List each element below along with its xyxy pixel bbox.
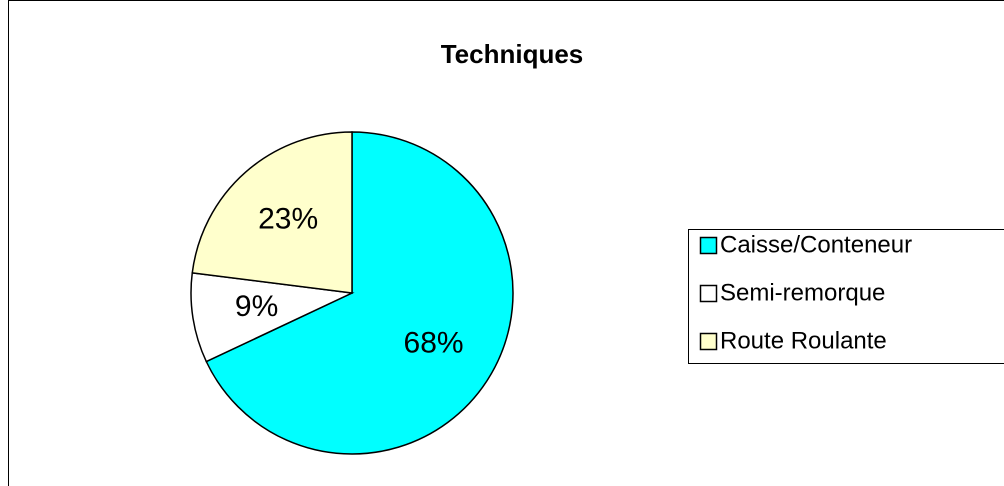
legend-label: Route Roulante bbox=[720, 327, 887, 354]
pie-slice bbox=[205, 131, 514, 455]
pie-slice bbox=[191, 131, 353, 294]
legend-box bbox=[688, 229, 1004, 364]
data-label: 23% bbox=[258, 202, 318, 235]
legend-label: Caisse/Conteneur bbox=[720, 231, 912, 258]
legend-swatch bbox=[699, 332, 718, 351]
legend-swatch bbox=[699, 236, 718, 255]
chart-title: Techniques bbox=[441, 39, 584, 69]
legend-label: Semi-remorque bbox=[720, 279, 885, 306]
pie bbox=[190, 131, 514, 455]
data-label: 9% bbox=[235, 290, 278, 323]
pie-slice bbox=[190, 271, 355, 363]
legend-swatch bbox=[699, 284, 718, 303]
data-label: 68% bbox=[404, 327, 464, 360]
